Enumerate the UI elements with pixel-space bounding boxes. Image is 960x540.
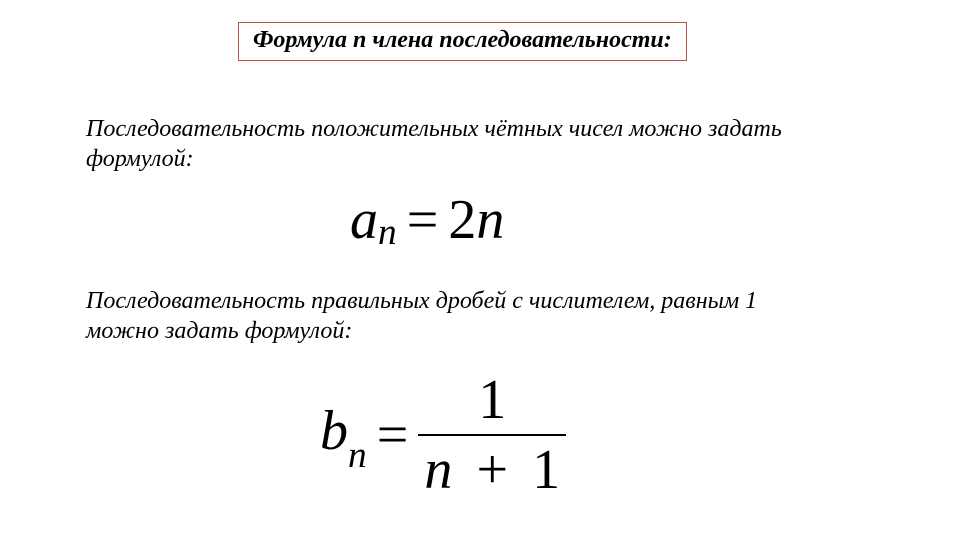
formula1-rhs-coeff: 2	[448, 188, 476, 252]
den-const: 1	[532, 439, 560, 501]
title-pre: Формула	[253, 27, 353, 53]
den-variable: n	[424, 439, 452, 501]
numerator-value: 1	[478, 369, 506, 431]
title-post: члена последовательности:	[366, 27, 671, 53]
formula1-lhs-subscript: n	[378, 211, 397, 254]
formula2-lhs-base: b	[320, 400, 348, 462]
title-variable-n: n	[353, 27, 366, 53]
formula1-rhs-var: n	[476, 188, 504, 252]
fraction-bar	[418, 434, 566, 436]
title-box: Формула n члена последовательности:	[238, 22, 687, 61]
fraction-numerator: 1	[418, 368, 566, 432]
formula1-lhs-base: a	[350, 188, 378, 252]
paragraph-fraction-sequence: Последовательность правильных дробей с ч…	[86, 286, 806, 346]
equals-sign: =	[397, 188, 449, 252]
formula-fraction-sequence: bn = 1 n + 1	[320, 368, 566, 502]
fraction: 1 n + 1	[418, 368, 566, 502]
den-plus: +	[466, 439, 518, 501]
formula-even-sequence: an = 2n	[350, 188, 504, 252]
slide: Формула n члена последовательности: Посл…	[0, 0, 960, 540]
equals-sign: =	[367, 403, 419, 467]
formula2-lhs-subscript: n	[348, 435, 367, 476]
fraction-denominator: n + 1	[418, 438, 566, 502]
paragraph-even-sequence: Последовательность положительных чётных …	[86, 114, 806, 174]
